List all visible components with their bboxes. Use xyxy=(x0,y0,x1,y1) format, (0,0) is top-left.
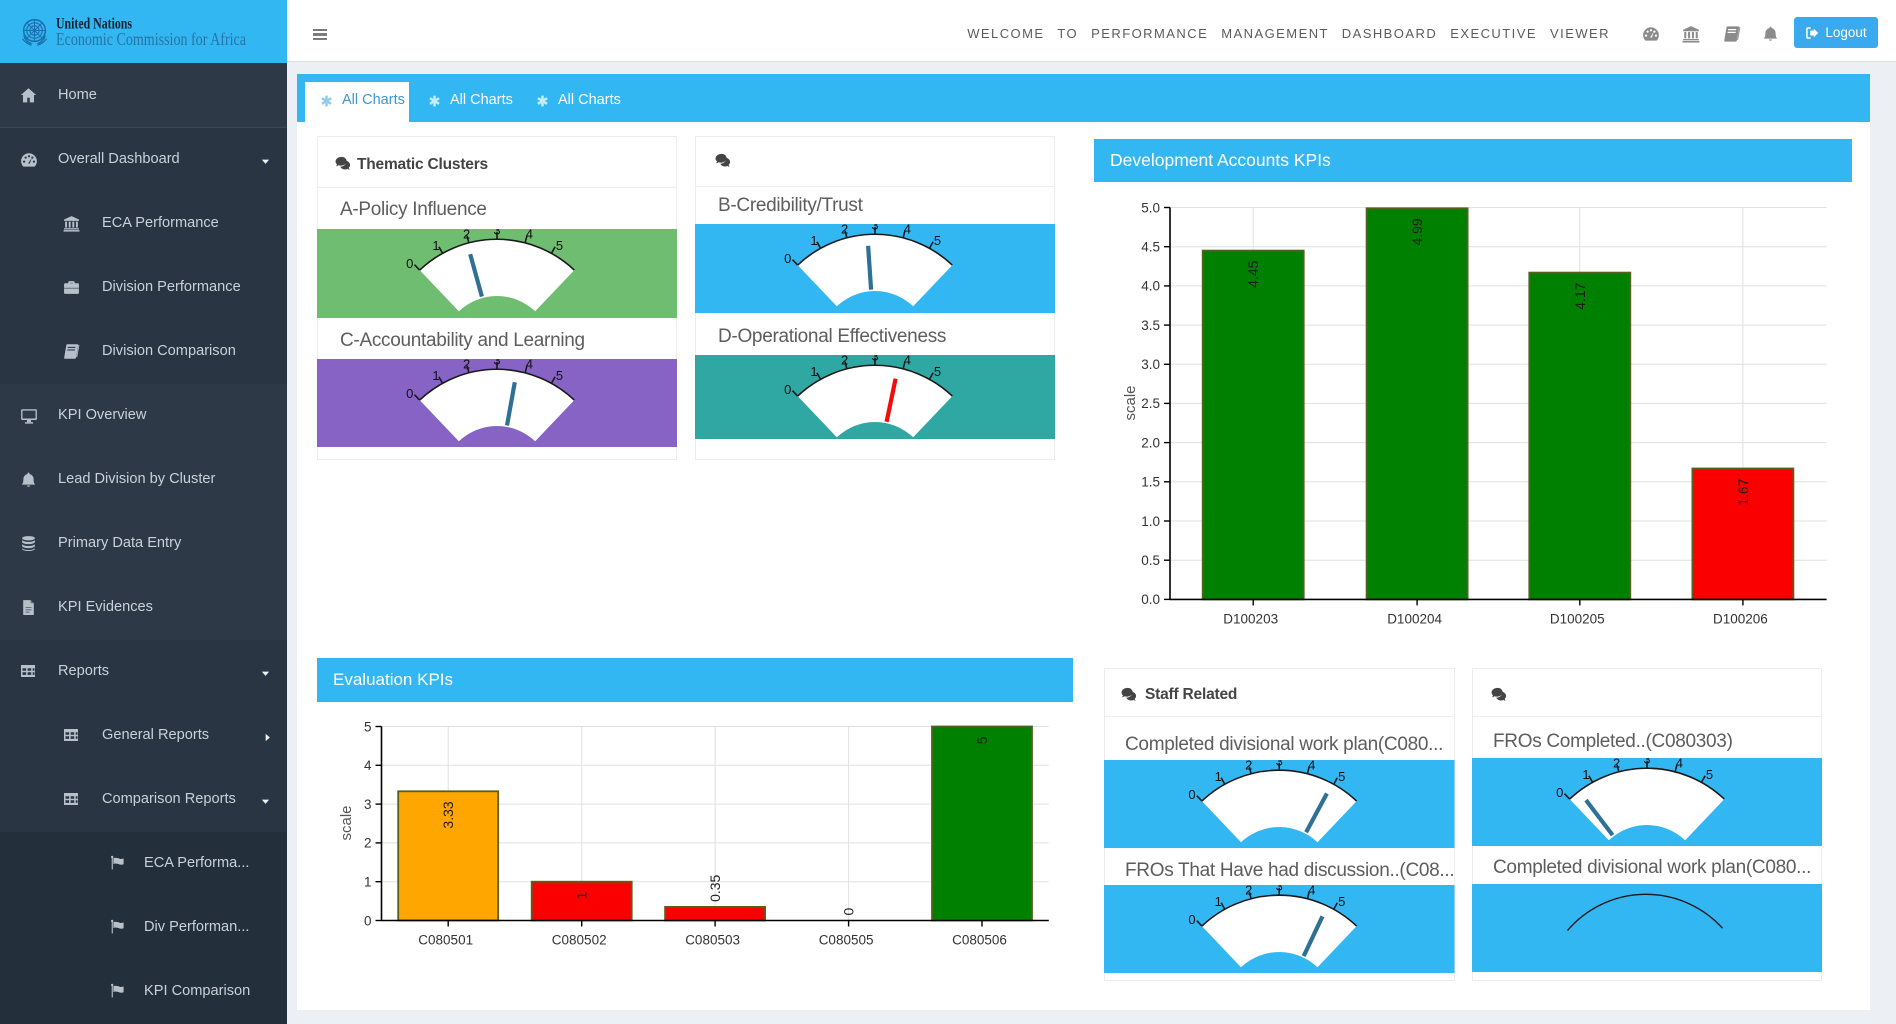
svg-text:C080502: C080502 xyxy=(552,933,607,948)
svg-text:1.0: 1.0 xyxy=(1141,514,1160,529)
svg-text:1.67: 1.67 xyxy=(1735,478,1751,505)
svg-text:0: 0 xyxy=(1556,785,1563,800)
svg-text:0: 0 xyxy=(841,908,857,916)
svg-text:0.0: 0.0 xyxy=(1141,592,1160,607)
svg-text:3.0: 3.0 xyxy=(1141,357,1160,372)
svg-text:5: 5 xyxy=(556,368,563,383)
svg-text:2: 2 xyxy=(841,224,848,237)
svg-text:3: 3 xyxy=(871,224,878,233)
svg-text:1: 1 xyxy=(1582,767,1589,782)
svg-text:4: 4 xyxy=(1308,760,1315,773)
svg-text:4: 4 xyxy=(526,229,533,242)
svg-text:4.45: 4.45 xyxy=(1245,260,1261,287)
svg-text:1: 1 xyxy=(364,875,372,890)
svg-text:4.17: 4.17 xyxy=(1572,282,1588,309)
svg-text:3: 3 xyxy=(364,797,372,812)
svg-text:5: 5 xyxy=(1338,894,1345,909)
svg-text:4: 4 xyxy=(904,355,911,368)
svg-text:0: 0 xyxy=(406,386,413,401)
svg-text:2: 2 xyxy=(463,359,470,372)
svg-text:1: 1 xyxy=(432,238,439,253)
svg-text:4.0: 4.0 xyxy=(1141,279,1160,294)
svg-text:3: 3 xyxy=(493,359,500,368)
svg-text:4.5: 4.5 xyxy=(1141,240,1160,255)
svg-text:2: 2 xyxy=(1245,885,1252,898)
svg-text:4: 4 xyxy=(1676,758,1683,771)
svg-text:2: 2 xyxy=(841,355,848,368)
svg-text:3.5: 3.5 xyxy=(1141,318,1160,333)
svg-text:United Nations: United Nations xyxy=(56,16,132,33)
svg-text:2: 2 xyxy=(364,836,372,851)
svg-text:3.33: 3.33 xyxy=(440,801,456,828)
svg-text:0.35: 0.35 xyxy=(707,874,723,901)
svg-text:D100206: D100206 xyxy=(1713,611,1768,626)
svg-text:2.0: 2.0 xyxy=(1141,435,1160,450)
svg-text:2: 2 xyxy=(463,229,470,242)
svg-text:C080501: C080501 xyxy=(418,933,473,948)
svg-text:4: 4 xyxy=(526,359,533,372)
svg-text:4: 4 xyxy=(1308,885,1315,898)
svg-text:5: 5 xyxy=(934,233,941,248)
svg-text:C080505: C080505 xyxy=(819,933,874,948)
svg-text:5: 5 xyxy=(1338,769,1345,784)
svg-text:4.99: 4.99 xyxy=(1409,218,1425,245)
svg-text:2: 2 xyxy=(1245,760,1252,773)
svg-text:3: 3 xyxy=(493,229,500,238)
svg-text:0: 0 xyxy=(364,913,372,928)
svg-text:5: 5 xyxy=(364,719,372,734)
svg-text:C080503: C080503 xyxy=(685,933,740,948)
svg-text:5: 5 xyxy=(1706,767,1713,782)
svg-text:1: 1 xyxy=(432,368,439,383)
svg-text:Economic Commission for Africa: Economic Commission for Africa xyxy=(56,29,246,49)
svg-text:D100204: D100204 xyxy=(1387,611,1442,626)
svg-text:3: 3 xyxy=(1643,758,1650,767)
svg-text:0: 0 xyxy=(784,382,791,397)
svg-text:1: 1 xyxy=(810,233,817,248)
svg-text:5: 5 xyxy=(556,238,563,253)
svg-text:2.5: 2.5 xyxy=(1141,396,1160,411)
svg-text:0.5: 0.5 xyxy=(1141,553,1160,568)
svg-text:D100205: D100205 xyxy=(1550,611,1605,626)
svg-text:0: 0 xyxy=(784,251,791,266)
svg-text:D100203: D100203 xyxy=(1223,611,1278,626)
svg-text:1: 1 xyxy=(1215,894,1222,909)
svg-text:5.0: 5.0 xyxy=(1141,200,1160,215)
svg-text:1: 1 xyxy=(1215,769,1222,784)
svg-text:0: 0 xyxy=(1188,787,1195,802)
svg-text:1: 1 xyxy=(810,364,817,379)
svg-text:5: 5 xyxy=(974,736,990,744)
svg-text:0: 0 xyxy=(406,256,413,271)
svg-text:2: 2 xyxy=(1613,758,1620,771)
svg-text:scale: scale xyxy=(338,805,355,840)
svg-text:1: 1 xyxy=(574,891,590,899)
svg-text:1.5: 1.5 xyxy=(1141,475,1160,490)
svg-text:scale: scale xyxy=(1122,385,1139,420)
svg-text:3: 3 xyxy=(1276,760,1283,769)
svg-text:4: 4 xyxy=(364,758,372,773)
svg-text:3: 3 xyxy=(871,355,878,364)
svg-text:5: 5 xyxy=(934,364,941,379)
svg-text:4: 4 xyxy=(904,224,911,237)
svg-text:C080506: C080506 xyxy=(952,933,1007,948)
svg-text:3: 3 xyxy=(1276,885,1283,894)
svg-text:0: 0 xyxy=(1188,912,1195,927)
